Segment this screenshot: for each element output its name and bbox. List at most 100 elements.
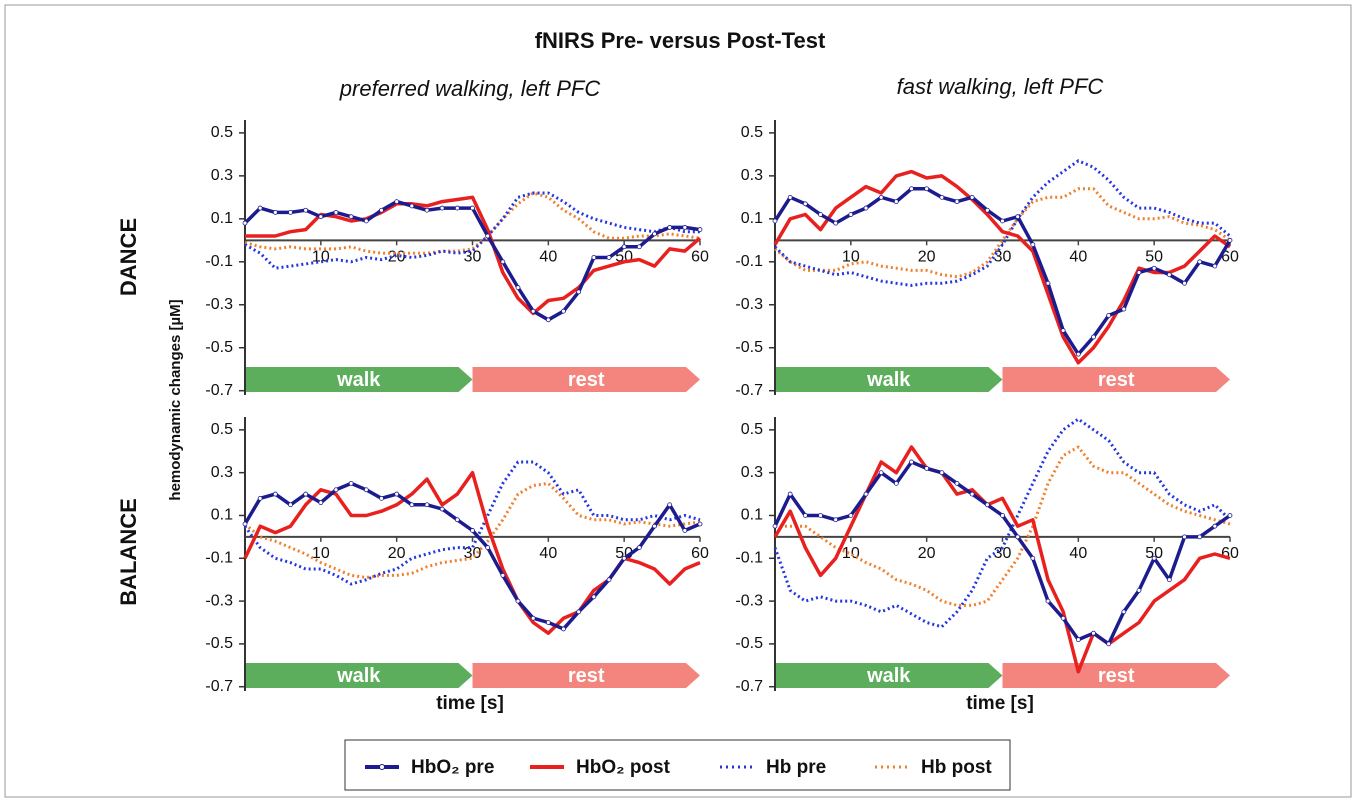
y-tick-label: 0.1 [211, 210, 233, 227]
row-label: BALANCE [116, 498, 141, 606]
series-marker [667, 502, 673, 508]
phase-label: walk [336, 369, 381, 391]
y-tick-label: 0.3 [741, 464, 763, 481]
series-line [773, 445, 1231, 674]
phase-label: walk [866, 369, 911, 391]
y-tick-label: 0.1 [211, 507, 233, 524]
series-line [244, 191, 701, 255]
series-marker [893, 480, 899, 486]
series-marker [863, 491, 869, 497]
panel: walk rest-0.7-0.5-0.3-0.10.10.30.510 20 30 4… [735, 417, 1239, 695]
series-marker [954, 480, 960, 486]
legend-label: HbO₂ post [576, 757, 671, 778]
y-tick-label: -0.5 [735, 339, 763, 356]
series-marker [257, 205, 263, 211]
series-marker [1121, 609, 1127, 615]
series-marker [1121, 306, 1127, 312]
x-tick-label: 30 [464, 249, 482, 266]
series-marker [1227, 513, 1233, 518]
series-marker [1091, 630, 1096, 636]
y-tick-label: -0.1 [735, 550, 763, 567]
series-marker [969, 194, 975, 200]
series-marker [621, 555, 627, 561]
panel: walk rest-0.7-0.5-0.3-0.10.10.30.510 20 30 4… [205, 120, 709, 399]
x-tick-label: 30 [464, 545, 482, 562]
x-tick-label: 20 [918, 545, 936, 562]
series-marker [682, 528, 688, 533]
series-marker [394, 491, 400, 497]
series-marker [515, 285, 521, 290]
series-marker [878, 194, 884, 200]
y-tick-label: 0.3 [211, 464, 233, 481]
series-marker [848, 212, 854, 217]
series-marker [621, 244, 627, 250]
series-line [773, 417, 1232, 629]
phase-arrow [245, 367, 473, 392]
y-tick-label: 0.3 [741, 167, 763, 184]
series-marker [454, 205, 460, 211]
series-marker [1045, 598, 1051, 604]
y-tick-label: -0.7 [735, 382, 763, 399]
y-tick-label: -0.5 [205, 635, 233, 652]
series-marker [682, 225, 688, 230]
series-marker [652, 231, 657, 237]
series-marker [772, 523, 778, 529]
series-marker [348, 214, 354, 220]
series-marker [363, 218, 369, 224]
series-marker [1151, 265, 1157, 271]
y-tick-label: -0.1 [735, 253, 763, 270]
y-tick-label: -0.7 [205, 678, 233, 695]
series-marker [318, 500, 324, 506]
series-marker [636, 545, 642, 550]
phase-label: rest [1098, 665, 1135, 687]
series-marker [1015, 534, 1021, 540]
series-marker [1166, 577, 1172, 583]
series-marker [409, 203, 415, 209]
series-marker [606, 577, 612, 583]
series-marker [1000, 513, 1005, 518]
x-tick-label: 10 [842, 545, 860, 562]
y-tick-label: 0.5 [211, 421, 233, 438]
series-marker [939, 470, 945, 476]
series-marker [333, 487, 339, 493]
series-marker [772, 218, 778, 224]
x-tick-label: 50 [1145, 249, 1163, 266]
x-tick-label: 30 [994, 249, 1012, 266]
series-marker [863, 205, 869, 211]
series-marker [242, 220, 248, 226]
series-marker [1197, 259, 1203, 265]
y-tick-label: -0.7 [205, 382, 233, 399]
series-marker [530, 615, 536, 621]
series-marker [954, 199, 960, 205]
y-tick-label: 0.5 [741, 124, 763, 141]
series-marker [470, 205, 475, 211]
series-marker [318, 214, 324, 220]
series-marker [561, 308, 566, 314]
y-tick-label: -0.1 [205, 550, 233, 567]
panel: walk rest-0.7-0.5-0.3-0.10.10.30.510 20 30 4… [205, 417, 709, 695]
series-marker [409, 502, 415, 508]
x-tick-label: 40 [1069, 545, 1087, 562]
series-marker [1197, 534, 1203, 540]
series-marker [939, 194, 945, 200]
legend-label: Hb pre [766, 757, 826, 778]
series-marker [470, 528, 475, 533]
series-marker [272, 491, 278, 497]
y-tick-label: -0.3 [735, 592, 763, 609]
series-marker [833, 220, 839, 226]
series-marker [515, 598, 521, 604]
series-marker [667, 225, 673, 230]
series-marker [1075, 351, 1081, 357]
x-tick-label: 40 [539, 545, 557, 562]
series-marker [697, 521, 703, 527]
series-marker [1075, 637, 1081, 643]
x-tick-label: 10 [312, 545, 330, 562]
series-marker [1106, 641, 1112, 647]
panel: walk rest-0.7-0.5-0.3-0.10.10.30.510 20 30 4… [735, 120, 1239, 399]
series-line [773, 169, 1232, 365]
x-axis-label: time [s] [966, 693, 1034, 714]
phase-arrow [775, 663, 1003, 688]
series-marker [878, 470, 884, 476]
series-marker [1060, 328, 1066, 333]
